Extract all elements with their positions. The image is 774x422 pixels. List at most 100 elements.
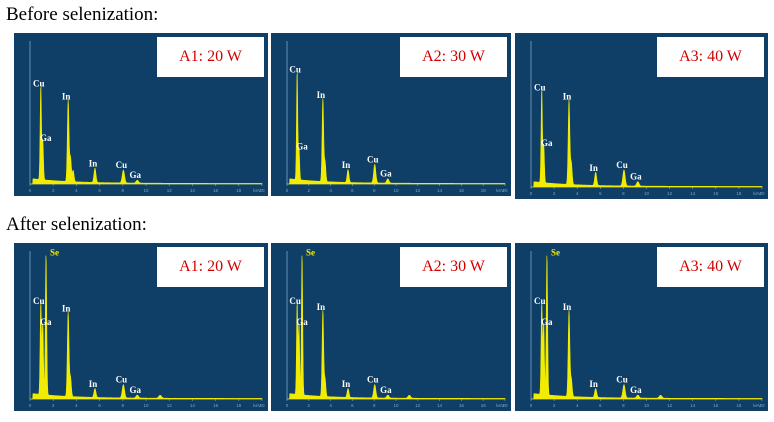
peak-label-se: Se [551,247,560,257]
x-tick-label: 8 [373,188,376,193]
x-tick-label: 12 [167,403,173,408]
x-axis-unit: keV [496,403,504,408]
x-tick-label: 6 [351,188,354,193]
x-tick-label: 0 [29,403,32,408]
x-axis-unit: keV [753,403,761,408]
x-tick-label: 4 [75,403,78,408]
x-tick-label: 16 [213,403,219,408]
x-axis-unit: keV [753,191,761,196]
x-tick-label: 4 [329,403,332,408]
x-axis-unit: keV [253,188,261,193]
x-tick-label: 14 [190,188,196,193]
peak-label-in: In [89,379,98,389]
peak-label-ga: Ga [380,169,392,179]
spectrum-trace [29,86,263,185]
x-tick-label: 0 [530,191,533,196]
peak-label-cu: Cu [289,64,301,74]
x-tick-label: 8 [373,403,376,408]
sample-label: A2: 30 W [400,37,507,77]
x-tick-label: 18 [736,191,742,196]
x-tick-label: 18 [736,403,742,408]
x-tick-label: 14 [690,403,696,408]
peak-label-cu: Cu [33,296,45,306]
x-tick-label: 12 [415,188,421,193]
x-tick-label: 16 [713,403,719,408]
x-tick-label: 12 [667,191,673,196]
eds-spectrum-before-a1: 0 2 4 6 8 10 12 14 16 18 20 keV Cu Ga In In Cu Ga A1: 20 … [14,33,268,196]
eds-spectrum-after-a2: 0 2 4 6 8 10 12 14 16 18 20 keV Cu Ga Se In In Cu Ga A2: 3… [271,243,511,411]
peak-label-cu: Cu [116,375,128,385]
sample-label: A2: 30 W [400,247,507,287]
x-tick-label: 2 [52,403,55,408]
x-tick-label: 8 [622,191,625,196]
spectrum-trace [286,255,506,400]
x-tick-label: 20 [759,403,765,408]
peak-label-ga: Ga [296,142,308,152]
before-selenization-heading: Before selenization: [6,4,159,25]
peak-label-ga: Ga [40,317,52,327]
x-tick-label: 2 [553,191,556,196]
x-tick-label: 20 [259,403,265,408]
x-tick-label: 6 [599,403,602,408]
peak-label-cu: Cu [116,160,128,170]
peak-label-ga: Ga [40,133,52,143]
x-tick-label: 4 [75,188,78,193]
x-tick-label: 10 [393,188,399,193]
x-tick-label: 10 [143,188,149,193]
x-tick-label: 10 [143,403,149,408]
x-tick-label: 16 [459,403,465,408]
peak-label-in: In [563,91,572,101]
x-tick-label: 2 [308,188,311,193]
sample-label: A1: 20 W [157,37,264,77]
peak-label-se: Se [306,247,315,257]
peak-label-ga: Ga [380,385,392,395]
x-tick-label: 6 [98,403,101,408]
x-tick-label: 20 [259,188,265,193]
x-tick-label: 14 [690,191,696,196]
x-tick-label: 18 [481,403,487,408]
x-tick-label: 10 [644,191,650,196]
x-tick-label: 12 [667,403,673,408]
x-tick-label: 4 [576,191,579,196]
peak-label-cu: Cu [289,296,301,306]
x-tick-label: 0 [29,188,32,193]
x-tick-label: 0 [286,403,289,408]
x-tick-label: 16 [213,188,219,193]
peak-label-in: In [342,160,351,170]
peak-label-in: In [317,302,326,312]
peak-label-ga: Ga [630,172,642,182]
peak-label-in: In [62,91,71,101]
x-tick-label: 18 [236,403,242,408]
x-tick-label: 4 [576,403,579,408]
x-tick-label: 2 [553,403,556,408]
x-tick-label: 12 [415,403,421,408]
x-tick-label: 20 [759,191,765,196]
peak-label-in: In [563,302,572,312]
peak-label-ga: Ga [541,138,553,148]
peak-label-se: Se [50,247,59,257]
x-axis-unit: keV [253,403,261,408]
x-tick-label: 2 [308,403,311,408]
x-tick-label: 20 [502,403,508,408]
x-tick-label: 8 [122,403,125,408]
x-tick-label: 14 [190,403,196,408]
peak-label-ga: Ga [630,385,642,395]
x-tick-label: 4 [329,188,332,193]
peak-label-cu: Cu [33,79,45,89]
x-tick-label: 14 [437,403,443,408]
x-tick-label: 20 [502,188,508,193]
x-tick-label: 0 [530,403,533,408]
peak-label-ga: Ga [296,317,308,327]
x-tick-label: 8 [122,188,125,193]
sample-label: A3: 40 W [657,37,764,77]
peak-label-ga: Ga [130,385,142,395]
x-tick-label: 16 [713,191,719,196]
peak-label-in: In [62,304,71,314]
x-tick-label: 12 [167,188,173,193]
x-tick-label: 10 [393,403,399,408]
x-tick-label: 0 [286,188,289,193]
